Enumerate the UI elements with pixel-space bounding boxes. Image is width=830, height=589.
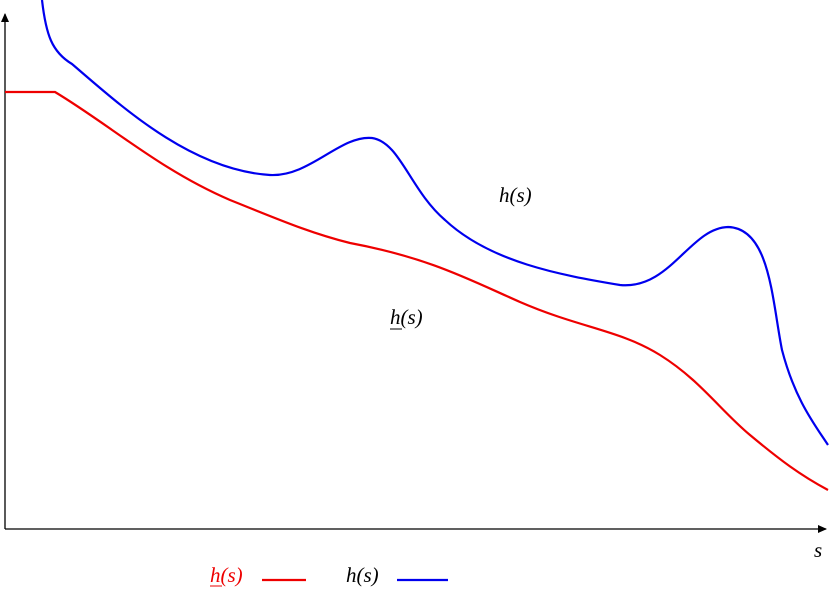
lower-curve (5, 90, 829, 491)
x-axis-label: s (814, 538, 822, 562)
legend-text: h(s) (210, 563, 243, 587)
lower-label: h(s) (390, 305, 423, 329)
upper-label: h(s) (499, 183, 532, 207)
legend-text: h(s) (346, 563, 379, 587)
upper-curve (40, 0, 829, 446)
